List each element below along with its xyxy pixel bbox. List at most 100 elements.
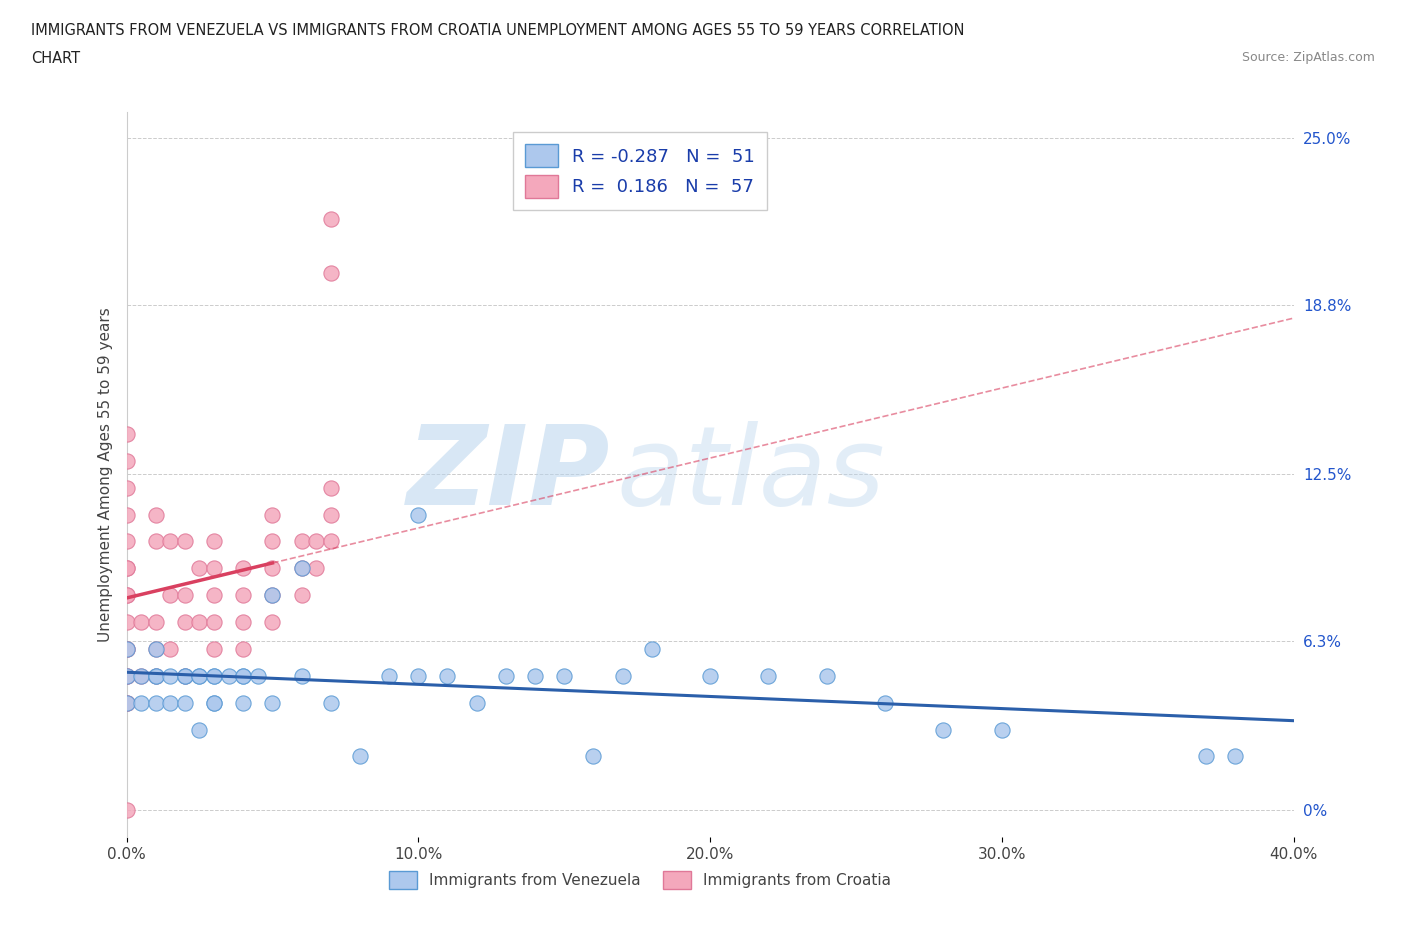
Point xyxy=(408,507,430,522)
Text: IMMIGRANTS FROM VENEZUELA VS IMMIGRANTS FROM CROATIA UNEMPLOYMENT AMONG AGES 55 : IMMIGRANTS FROM VENEZUELA VS IMMIGRANTS … xyxy=(31,23,965,38)
Text: ZIP: ZIP xyxy=(408,420,610,528)
Point xyxy=(232,669,254,684)
Point xyxy=(319,212,342,227)
Point xyxy=(174,615,197,630)
Point xyxy=(756,669,779,684)
Point xyxy=(115,669,138,684)
Point xyxy=(1195,749,1218,764)
Point xyxy=(145,696,167,711)
Point xyxy=(319,265,342,280)
Point xyxy=(305,534,328,549)
Point xyxy=(262,588,284,603)
Point xyxy=(188,669,211,684)
Point xyxy=(174,669,197,684)
Point xyxy=(129,669,152,684)
Point xyxy=(232,615,254,630)
Point xyxy=(218,669,240,684)
Point xyxy=(174,696,197,711)
Point xyxy=(174,669,197,684)
Point xyxy=(262,615,284,630)
Point xyxy=(465,696,488,711)
Point xyxy=(115,803,138,817)
Point xyxy=(640,642,664,657)
Point xyxy=(495,669,517,684)
Legend: Immigrants from Venezuela, Immigrants from Croatia: Immigrants from Venezuela, Immigrants fr… xyxy=(382,865,897,895)
Point xyxy=(115,696,138,711)
Point xyxy=(436,669,458,684)
Point xyxy=(129,615,152,630)
Point xyxy=(159,534,181,549)
Point xyxy=(290,534,312,549)
Point xyxy=(159,669,181,684)
Point xyxy=(202,696,225,711)
Point xyxy=(262,534,284,549)
Point xyxy=(188,669,211,684)
Point xyxy=(408,669,430,684)
Point xyxy=(378,669,401,684)
Point xyxy=(145,642,167,657)
Point xyxy=(582,749,605,764)
Point xyxy=(188,615,211,630)
Point xyxy=(202,534,225,549)
Point xyxy=(115,561,138,576)
Text: atlas: atlas xyxy=(617,420,886,528)
Point xyxy=(262,507,284,522)
Point xyxy=(159,642,181,657)
Text: Source: ZipAtlas.com: Source: ZipAtlas.com xyxy=(1241,51,1375,64)
Point xyxy=(232,696,254,711)
Point xyxy=(815,669,838,684)
Point xyxy=(290,561,312,576)
Point xyxy=(159,696,181,711)
Point xyxy=(115,507,138,522)
Point xyxy=(115,642,138,657)
Point xyxy=(612,669,634,684)
Point xyxy=(159,588,181,603)
Point xyxy=(115,427,138,442)
Point xyxy=(202,669,225,684)
Point xyxy=(145,534,167,549)
Point xyxy=(129,696,152,711)
Point xyxy=(262,588,284,603)
Point xyxy=(319,480,342,495)
Point xyxy=(232,642,254,657)
Point xyxy=(129,669,152,684)
Point xyxy=(115,696,138,711)
Point xyxy=(232,561,254,576)
Point xyxy=(232,588,254,603)
Point xyxy=(990,722,1012,737)
Point xyxy=(145,507,167,522)
Point xyxy=(305,561,328,576)
Point xyxy=(875,696,897,711)
Point xyxy=(553,669,575,684)
Y-axis label: Unemployment Among Ages 55 to 59 years: Unemployment Among Ages 55 to 59 years xyxy=(97,307,112,642)
Point xyxy=(290,669,312,684)
Point xyxy=(188,722,211,737)
Point xyxy=(174,588,197,603)
Point xyxy=(145,669,167,684)
Point xyxy=(699,669,721,684)
Point xyxy=(188,561,211,576)
Point xyxy=(1223,749,1246,764)
Point xyxy=(202,588,225,603)
Point xyxy=(145,669,167,684)
Point xyxy=(202,669,225,684)
Point xyxy=(115,642,138,657)
Point xyxy=(145,615,167,630)
Point xyxy=(319,507,342,522)
Point xyxy=(115,669,138,684)
Point xyxy=(202,615,225,630)
Point xyxy=(246,669,269,684)
Point xyxy=(349,749,371,764)
Point xyxy=(262,561,284,576)
Point xyxy=(115,696,138,711)
Point xyxy=(202,696,225,711)
Point xyxy=(174,534,197,549)
Point xyxy=(290,561,312,576)
Text: CHART: CHART xyxy=(31,51,80,66)
Point xyxy=(115,615,138,630)
Point xyxy=(932,722,955,737)
Point xyxy=(174,669,197,684)
Point xyxy=(115,480,138,495)
Point xyxy=(115,642,138,657)
Point xyxy=(232,669,254,684)
